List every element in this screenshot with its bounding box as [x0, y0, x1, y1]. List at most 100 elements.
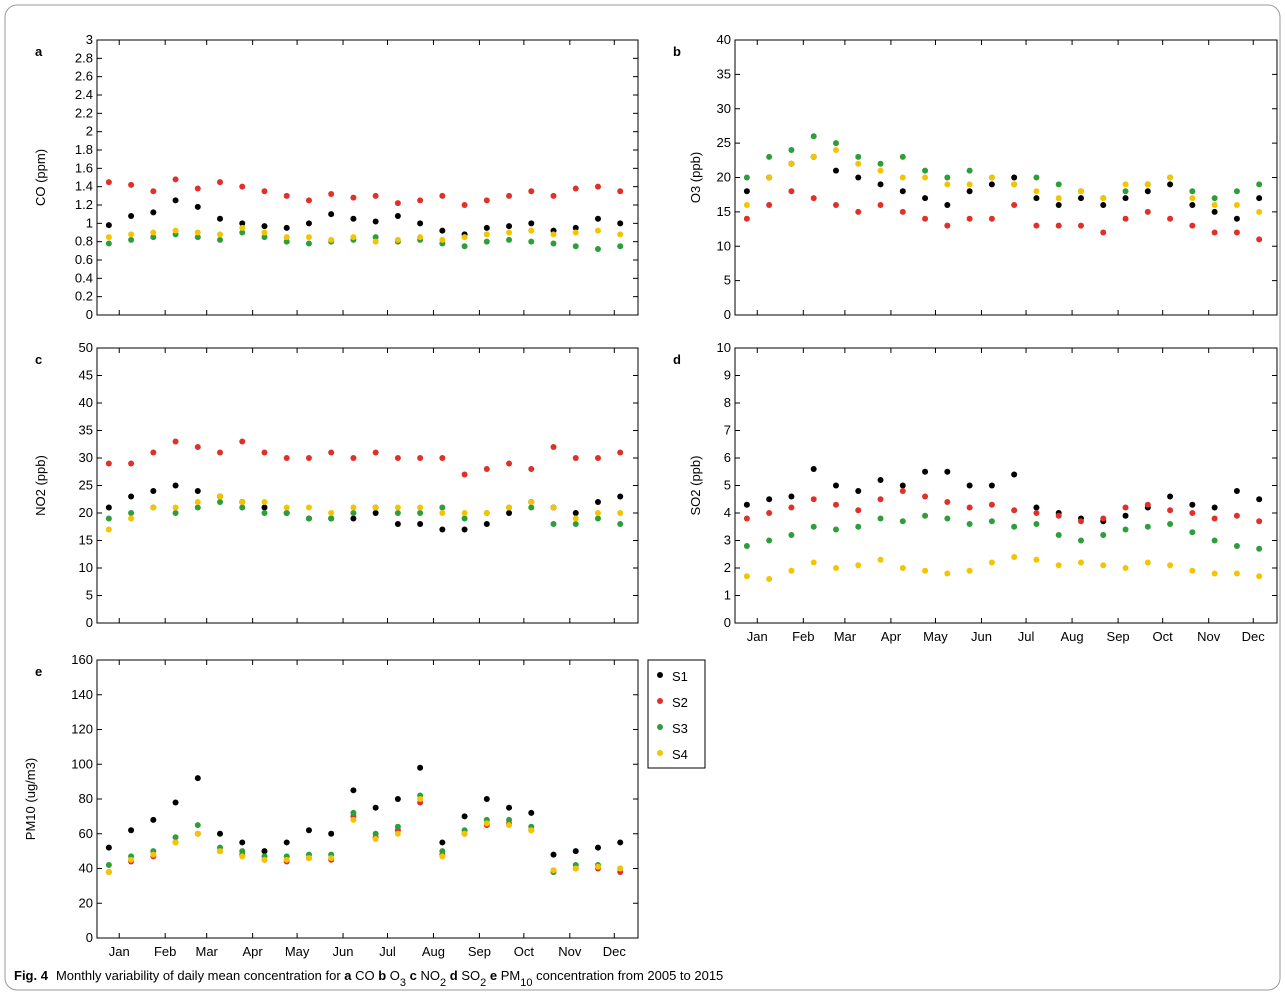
- data-point: [1122, 181, 1129, 188]
- data-point: [1189, 501, 1196, 508]
- data-point: [617, 243, 624, 250]
- data-point: [1055, 562, 1062, 569]
- data-point: [944, 181, 951, 188]
- data-point: [194, 234, 201, 241]
- data-point: [261, 449, 268, 456]
- data-point: [1122, 565, 1129, 571]
- data-point: [172, 504, 179, 511]
- y-tick-label: 0.4: [75, 270, 93, 285]
- x-tick-label: Aug: [422, 944, 445, 959]
- data-point: [194, 504, 201, 511]
- y-tick-label: 1: [86, 215, 93, 230]
- data-point: [1011, 181, 1018, 188]
- data-point: [922, 174, 929, 181]
- data-point: [594, 215, 601, 222]
- y-tick-label: 0.2: [75, 289, 93, 304]
- data-point: [417, 455, 424, 461]
- data-point: [305, 504, 312, 511]
- data-point: [788, 567, 795, 574]
- data-point: [283, 455, 290, 461]
- data-point: [944, 202, 951, 208]
- data-point: [417, 504, 424, 511]
- data-point: [1011, 202, 1018, 208]
- plot-frame: [734, 39, 1278, 316]
- data-point: [305, 827, 312, 834]
- data-point: [922, 215, 929, 222]
- data-point: [1077, 195, 1084, 202]
- data-point: [394, 830, 401, 837]
- data-point: [766, 202, 773, 208]
- data-point: [832, 147, 839, 153]
- data-point: [172, 176, 179, 183]
- data-point: [417, 234, 424, 241]
- data-point: [150, 449, 157, 456]
- y-tick-label: 2: [724, 560, 731, 575]
- data-point: [239, 499, 246, 505]
- data-point: [1077, 537, 1084, 544]
- data-point: [394, 796, 401, 802]
- data-point: [261, 504, 268, 511]
- data-point: [944, 515, 951, 522]
- data-point: [461, 471, 468, 478]
- data-point: [572, 510, 579, 516]
- data-point: [743, 188, 750, 195]
- data-point: [483, 521, 490, 527]
- data-point: [1011, 523, 1018, 530]
- data-point: [439, 455, 446, 461]
- legend-marker: [657, 698, 663, 704]
- data-point: [1189, 195, 1196, 202]
- data-point: [128, 856, 135, 863]
- data-point: [1256, 208, 1263, 215]
- data-point: [328, 211, 335, 218]
- data-point: [1189, 567, 1196, 574]
- data-point: [128, 181, 135, 188]
- data-point: [128, 510, 135, 516]
- data-point: [439, 853, 446, 860]
- data-point: [944, 222, 951, 229]
- y-axis-label: O3 (ppb): [688, 152, 703, 203]
- data-point: [1233, 488, 1240, 494]
- data-point: [105, 504, 112, 511]
- data-point: [461, 243, 468, 250]
- y-tick-label: 25: [79, 478, 93, 493]
- data-point: [1167, 507, 1174, 514]
- panel-letter: a: [35, 44, 43, 59]
- data-point: [1256, 181, 1263, 188]
- data-point: [832, 482, 839, 489]
- y-tick-label: 0: [724, 615, 731, 630]
- data-point: [988, 501, 995, 508]
- data-point: [439, 510, 446, 516]
- data-point: [328, 855, 335, 862]
- data-point: [350, 816, 357, 823]
- y-tick-label: 140: [71, 687, 93, 702]
- data-point: [1100, 202, 1107, 208]
- data-point: [194, 488, 201, 494]
- data-point: [617, 839, 624, 846]
- caption-text: 2: [480, 977, 486, 989]
- y-tick-label: 25: [717, 135, 731, 150]
- data-point: [350, 510, 357, 516]
- data-point: [150, 234, 157, 241]
- data-point: [283, 234, 290, 241]
- data-point: [105, 526, 112, 533]
- legend-box: [647, 659, 706, 769]
- data-point: [194, 185, 201, 192]
- caption-text: e: [490, 968, 497, 983]
- data-point: [1011, 554, 1018, 560]
- data-point: [1189, 510, 1196, 516]
- data-point: [617, 493, 624, 500]
- data-point: [788, 188, 795, 195]
- data-point: [617, 449, 624, 456]
- data-point: [550, 231, 557, 238]
- data-point: [594, 455, 601, 461]
- data-point: [239, 220, 246, 227]
- data-point: [528, 504, 535, 511]
- data-point: [944, 174, 951, 181]
- data-point: [922, 567, 929, 574]
- x-tick-label: Dec: [603, 944, 627, 959]
- data-point: [261, 223, 268, 230]
- x-tick-label: Aug: [1061, 629, 1084, 644]
- data-point: [239, 848, 246, 855]
- data-point: [350, 504, 357, 511]
